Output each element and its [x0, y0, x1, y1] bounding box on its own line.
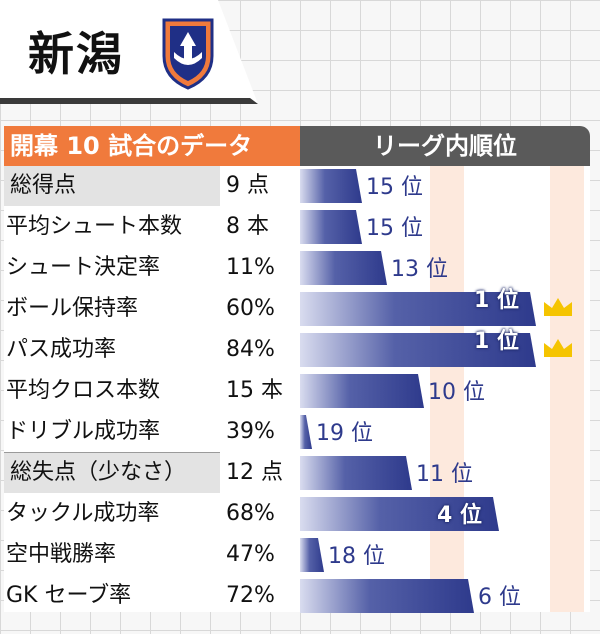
- rank-label: 10 位: [428, 380, 485, 405]
- stat-label: 平均シュート本数: [6, 214, 183, 239]
- rank-bar: [300, 251, 387, 285]
- rank-label: 6 位: [478, 585, 521, 610]
- chart-stripe: [550, 166, 584, 612]
- stat-value: 11%: [226, 255, 275, 280]
- team-crest-icon: [162, 18, 214, 90]
- stat-value: 15 本: [226, 378, 283, 403]
- rank-label: 19 位: [316, 421, 373, 446]
- crown-icon: [544, 298, 572, 316]
- stat-label: 総得点: [4, 166, 220, 206]
- stat-label: パス成功率: [6, 337, 117, 362]
- header-band: [0, 0, 258, 104]
- rank-label: 15 位: [366, 216, 423, 241]
- rank-label: 18 位: [328, 544, 385, 569]
- stat-label: ボール保持率: [6, 296, 139, 321]
- rank-bar: [300, 374, 424, 408]
- stat-value: 72%: [226, 583, 275, 608]
- rank-label: 13 位: [391, 257, 448, 282]
- rank-bar: [300, 169, 362, 203]
- rank-bar: [300, 456, 412, 490]
- header-divider: [0, 98, 258, 104]
- stat-value: 84%: [226, 337, 275, 362]
- stat-value: 39%: [226, 419, 275, 444]
- rank-label: 11 位: [416, 462, 473, 487]
- stat-value: 60%: [226, 296, 275, 321]
- stat-label: 平均クロス本数: [6, 378, 161, 403]
- stat-label: 空中戦勝率: [6, 542, 117, 567]
- stat-label: タックル成功率: [6, 501, 160, 526]
- stat-label: ドリブル成功率: [6, 419, 161, 444]
- rank-label: 4 位: [437, 503, 482, 528]
- stat-value: 12 点: [226, 460, 283, 485]
- stat-value: 68%: [226, 501, 275, 526]
- rank-label: 15 位: [366, 175, 423, 200]
- rank-bar: [300, 497, 499, 531]
- stat-value: 9 点: [226, 173, 269, 198]
- chart-stripe: [430, 166, 464, 612]
- rank-bar: [300, 579, 474, 613]
- chart-area: [300, 166, 590, 612]
- rank-column-header: リーグ内順位: [300, 126, 590, 166]
- stat-label: GK セーブ率: [6, 583, 132, 608]
- rank-label: 1 位: [474, 288, 519, 313]
- team-name: 新潟: [28, 27, 124, 81]
- stat-value: 8 本: [226, 214, 269, 239]
- stat-value-column: [220, 166, 300, 612]
- stat-label-column: [4, 166, 220, 612]
- stat-label: 総失点（少なさ）: [4, 453, 220, 493]
- rank-bar: [300, 210, 362, 244]
- rank-label: 1 位: [474, 329, 519, 354]
- stats-column-header: 開幕 10 試合のデータ: [4, 126, 300, 166]
- crown-icon: [544, 339, 572, 357]
- rank-bars: 15 位 15 位 13 位 1 位 1 位 10 位 19 位 11 位 4 位 18 位 6 位: [300, 166, 600, 613]
- stat-value: 47%: [226, 542, 275, 567]
- rank-bar: [300, 415, 312, 449]
- rank-bar: [300, 292, 536, 326]
- rank-bar: [300, 333, 536, 367]
- stat-label: シュート決定率: [6, 255, 161, 280]
- rank-bar: [300, 538, 324, 572]
